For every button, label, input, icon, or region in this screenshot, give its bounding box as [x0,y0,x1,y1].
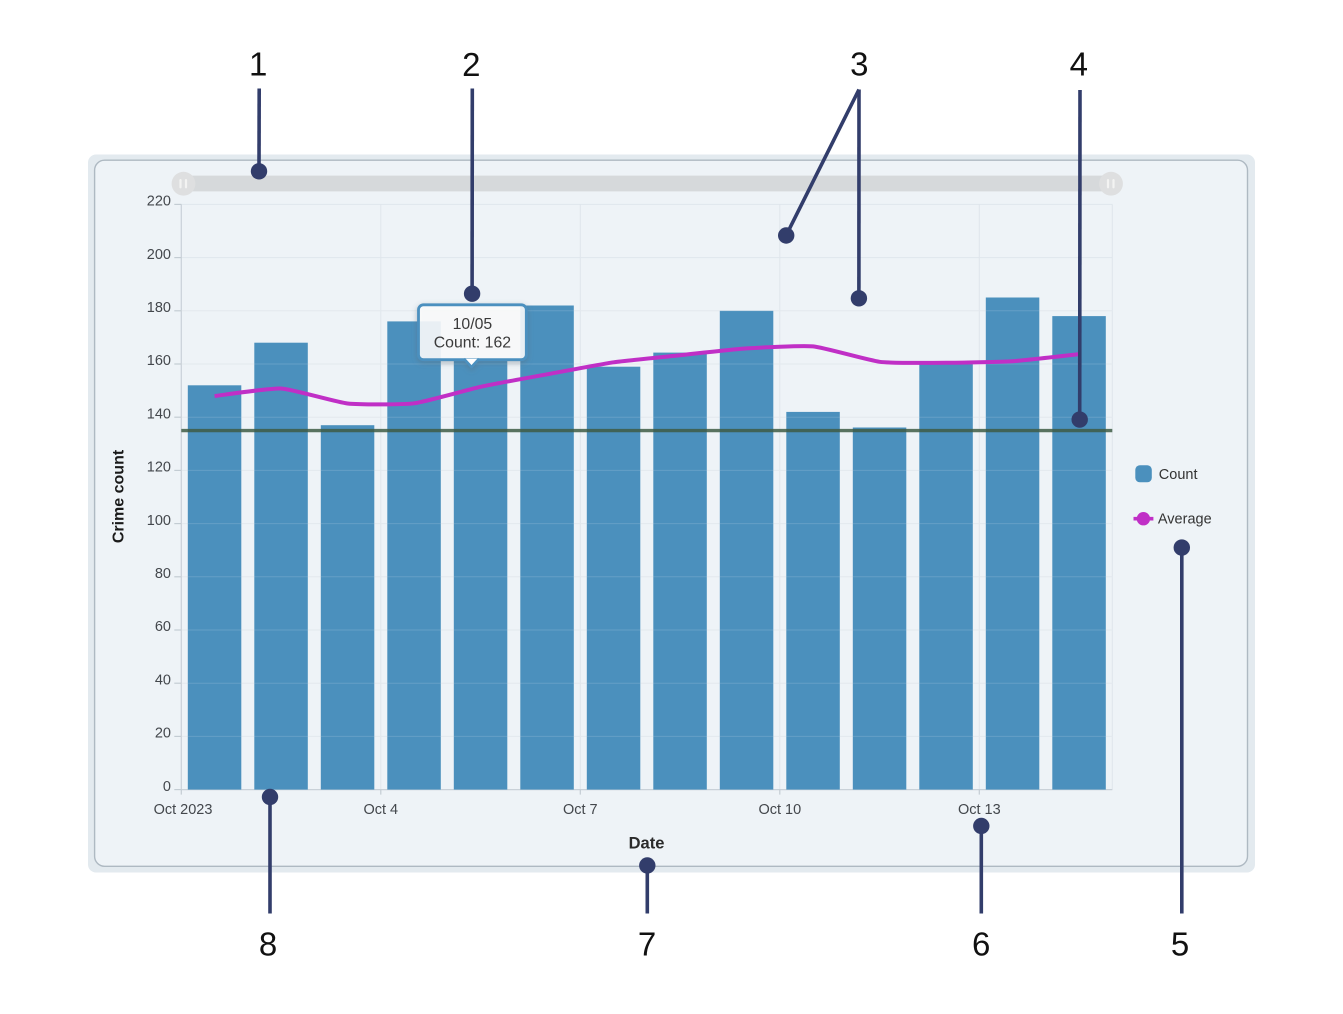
svg-text:Date: Date [629,835,665,853]
svg-text:4: 4 [1070,46,1088,83]
svg-text:8: 8 [259,926,277,963]
svg-text:80: 80 [155,566,171,582]
svg-text:Oct 7: Oct 7 [563,802,598,818]
svg-text:5: 5 [1171,926,1189,963]
svg-text:Oct 4: Oct 4 [363,802,398,818]
svg-text:Oct 2023: Oct 2023 [154,802,213,818]
svg-text:0: 0 [163,779,171,795]
svg-text:40: 40 [155,672,171,688]
svg-text:1: 1 [249,46,267,83]
svg-text:3: 3 [850,46,868,83]
svg-text:Crime count: Crime count [111,449,128,543]
svg-text:100: 100 [147,513,171,529]
svg-text:6: 6 [972,926,990,963]
svg-text:60: 60 [155,619,171,635]
svg-text:120: 120 [147,460,171,476]
svg-text:160: 160 [147,353,171,369]
svg-text:140: 140 [147,406,171,422]
svg-text:20: 20 [155,726,171,742]
svg-text:Oct 13: Oct 13 [958,802,1001,818]
svg-text:Count: 162: Count: 162 [434,335,511,352]
svg-text:Oct 10: Oct 10 [758,802,801,818]
svg-text:180: 180 [147,300,171,316]
svg-text:Average: Average [1158,512,1212,528]
svg-text:7: 7 [638,926,656,963]
svg-text:200: 200 [147,247,171,263]
svg-text:10/05: 10/05 [453,316,493,333]
svg-text:220: 220 [147,194,171,210]
svg-text:Count: Count [1159,467,1198,483]
svg-text:2: 2 [462,46,480,83]
